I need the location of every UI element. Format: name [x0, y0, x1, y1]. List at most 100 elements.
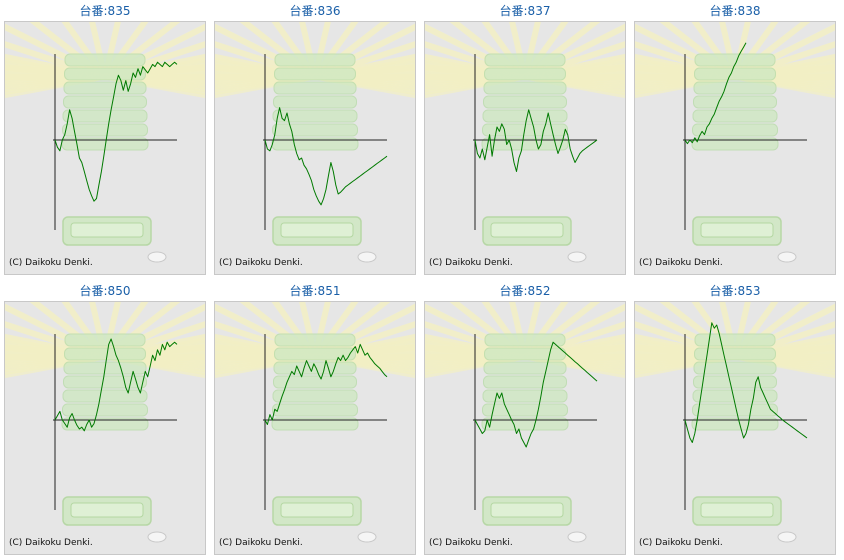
line-chart [425, 302, 625, 543]
watermark-background [215, 302, 415, 543]
line-chart [635, 302, 835, 543]
token-tray-inner [70, 222, 144, 238]
sunburst-ray [312, 74, 415, 99]
token-tray-inner [280, 502, 354, 518]
token-stack-layer [692, 123, 778, 137]
line-chart [215, 22, 415, 263]
data-line [54, 61, 178, 202]
copyright-text: (C) Daikoku Denki. [219, 258, 303, 268]
token-stack-layer [61, 417, 149, 431]
data-line [684, 42, 747, 145]
chart-panel-837: 台番:837 (C) Daikoku Denki. [420, 0, 630, 280]
token-stack-layer [483, 81, 567, 95]
chart-panel-835: 台番:835 (C) Daikoku Denki. [0, 0, 210, 280]
sunburst-ray [425, 74, 528, 99]
sunburst-ray [215, 354, 318, 379]
sunburst-ray [522, 354, 625, 379]
copyright-text: (C) Daikoku Denki. [219, 538, 303, 548]
panel-title[interactable]: 台番:852 [499, 284, 551, 298]
token-stack-layer [271, 417, 359, 431]
token-stack-layer [483, 375, 567, 389]
copyright-text: (C) Daikoku Denki. [429, 258, 513, 268]
token-tray-inner [700, 502, 774, 518]
coin-icon [357, 251, 377, 263]
chart-frame[interactable]: (C) Daikoku Denki. [424, 301, 626, 555]
token-stack-layer [694, 333, 776, 347]
token-stack-layer [62, 109, 148, 123]
chart-panel-853: 台番:853 (C) Daikoku Denki. [630, 280, 840, 560]
sunburst-ray [732, 354, 835, 379]
token-stack-layer [482, 389, 568, 403]
panel-title[interactable]: 台番:836 [289, 4, 341, 18]
watermark-background [5, 22, 205, 263]
watermark-background [215, 22, 415, 263]
token-stack-layer [62, 403, 148, 417]
token-stack-layer [691, 417, 779, 431]
token-stack-layer [274, 347, 356, 361]
token-tray-inner [70, 502, 144, 518]
token-stack-layer [482, 403, 568, 417]
sunburst-ray [102, 74, 205, 99]
sunburst-ray [102, 354, 205, 379]
token-stack-layer [64, 67, 146, 81]
token-tray-inner [280, 222, 354, 238]
token-stack-layer [273, 95, 357, 109]
token-stack-layer [64, 53, 146, 67]
sunburst-ray [522, 74, 625, 99]
panel-title[interactable]: 台番:835 [79, 4, 131, 18]
coin-icon [777, 531, 797, 543]
token-stack-layer [694, 347, 776, 361]
chart-frame[interactable]: (C) Daikoku Denki. [214, 301, 416, 555]
panel-title[interactable]: 台番:851 [289, 284, 341, 298]
chart-frame[interactable]: (C) Daikoku Denki. [424, 21, 626, 275]
panel-title[interactable]: 台番:838 [709, 4, 761, 18]
coin-icon [147, 531, 167, 543]
chart-frame[interactable]: (C) Daikoku Denki. [634, 21, 836, 275]
chart-frame[interactable]: (C) Daikoku Denki. [634, 301, 836, 555]
panel-title[interactable]: 台番:853 [709, 284, 761, 298]
line-chart [5, 302, 205, 543]
watermark-background [635, 22, 835, 263]
token-stack-layer [272, 403, 358, 417]
data-line [54, 338, 178, 432]
token-stack-layer [273, 375, 357, 389]
chart-frame[interactable]: (C) Daikoku Denki. [4, 21, 206, 275]
data-line [684, 322, 808, 443]
token-stack-layer [482, 109, 568, 123]
token-stack-layer [63, 95, 147, 109]
sunburst-ray [215, 74, 318, 99]
watermark-background [425, 22, 625, 263]
copyright-text: (C) Daikoku Denki. [9, 538, 93, 548]
token-stack-layer [272, 109, 358, 123]
sunburst-ray [425, 354, 528, 379]
coin-icon [567, 531, 587, 543]
data-line [264, 343, 388, 425]
chart-frame[interactable]: (C) Daikoku Denki. [4, 301, 206, 555]
token-stack-layer [483, 95, 567, 109]
token-stack-layer [274, 53, 356, 67]
copyright-text: (C) Daikoku Denki. [639, 258, 723, 268]
panel-title[interactable]: 台番:850 [79, 284, 131, 298]
data-line [474, 109, 598, 172]
watermark-background [425, 302, 625, 543]
line-chart [215, 302, 415, 543]
token-tray-inner [700, 222, 774, 238]
token-tray-inner [490, 222, 564, 238]
chart-panel-851: 台番:851 (C) Daikoku Denki. [210, 280, 420, 560]
token-stack-layer [63, 375, 147, 389]
token-stack-layer [62, 123, 148, 137]
chart-panel-852: 台番:852 (C) Daikoku Denki. [420, 280, 630, 560]
chart-panel-838: 台番:838 (C) Daikoku Denki. [630, 0, 840, 280]
token-stack-layer [274, 67, 356, 81]
token-stack-layer [481, 417, 569, 431]
token-stack-layer [484, 67, 566, 81]
data-line [264, 107, 388, 206]
token-stack-layer [693, 361, 777, 375]
sunburst-ray [5, 74, 108, 99]
panel-title[interactable]: 台番:837 [499, 4, 551, 18]
token-stack-layer [691, 137, 779, 151]
token-stack-layer [63, 81, 147, 95]
coin-icon [147, 251, 167, 263]
coin-icon [777, 251, 797, 263]
chart-frame[interactable]: (C) Daikoku Denki. [214, 21, 416, 275]
